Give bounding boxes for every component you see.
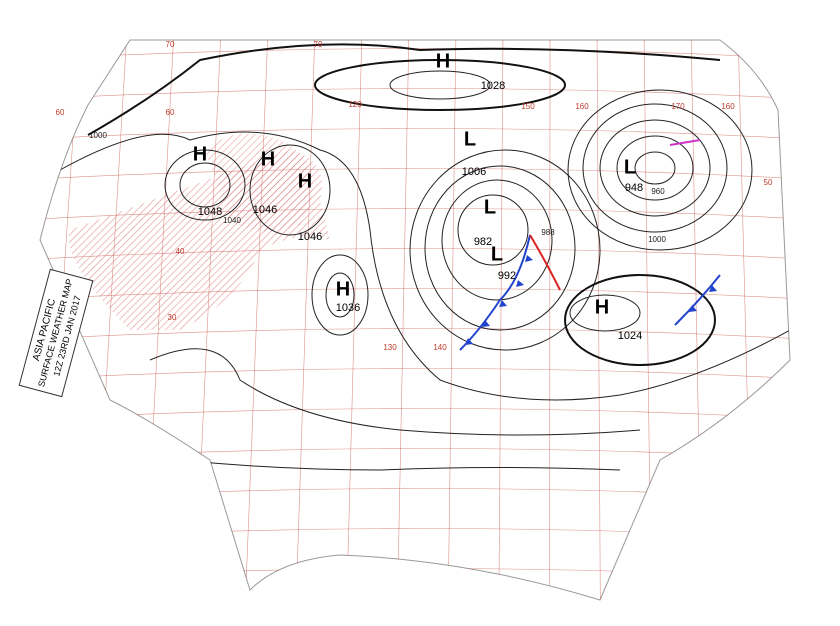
parallel (40, 168, 790, 181)
center-symbol: H (261, 148, 275, 170)
center-symbol: H (193, 143, 207, 165)
center-value: 1028 (481, 80, 505, 92)
meridian (295, 40, 316, 600)
center-value: 1024 (618, 330, 642, 342)
grid-label: 70 (314, 40, 323, 49)
parallel (40, 48, 790, 61)
parallel (40, 408, 790, 421)
center-symbol: L (624, 156, 636, 178)
center-symbol: H (298, 170, 312, 192)
grid-label: 50 (764, 178, 773, 187)
grid-label: 170 (671, 102, 685, 111)
center-value: 1006 (462, 166, 486, 178)
grid-label: 60 (166, 108, 175, 117)
isobar-label: 988 (541, 228, 555, 237)
isobar-label: 1000 (89, 131, 107, 140)
parallel (40, 328, 790, 341)
center-symbol: H (436, 50, 450, 72)
isobars (59, 43, 790, 471)
grid-label: 40 (176, 247, 185, 256)
map-labels: H1048H1046H1046H1028L1006L982L992L948H10… (56, 40, 773, 352)
grid-label: 130 (383, 343, 397, 352)
grid-label: 60 (56, 108, 65, 117)
grid-label: 120 (348, 100, 362, 109)
grid-label: 140 (433, 343, 447, 352)
isobar-label: 960 (651, 187, 665, 196)
title-frame (18, 268, 94, 398)
meridian (397, 40, 410, 600)
isobar-label: 1040 (223, 216, 241, 225)
meridian (498, 40, 504, 600)
grid-label: 160 (721, 102, 735, 111)
meridian (244, 40, 269, 600)
center-value: 1046 (253, 204, 277, 216)
center-symbol: L (464, 128, 476, 150)
map-area: H1048H1046H1046H1028L1006L982L992L948H10… (18, 39, 791, 601)
parallel (40, 368, 790, 381)
center-value: 1036 (336, 302, 360, 314)
center-value: 992 (498, 270, 516, 282)
fronts (459, 139, 721, 351)
parallel (40, 128, 790, 141)
center-symbol: H (336, 278, 350, 300)
center-value: 948 (625, 182, 643, 194)
isobar-label: 1000 (648, 235, 666, 244)
meridian (447, 40, 457, 600)
grid-label: 30 (168, 313, 177, 322)
grid-label: 150 (521, 102, 535, 111)
center-value: 982 (474, 236, 492, 248)
center-symbol: L (491, 243, 503, 265)
center-symbol: H (595, 296, 609, 318)
center-value: 1046 (298, 231, 322, 243)
meridian (596, 40, 601, 600)
parallel (40, 568, 790, 581)
center-value: 1048 (198, 206, 222, 218)
grid-label: 160 (575, 102, 589, 111)
meridian (346, 40, 363, 600)
grid-label: 70 (166, 40, 175, 49)
parallel (40, 88, 790, 101)
center-symbol: L (484, 196, 496, 218)
